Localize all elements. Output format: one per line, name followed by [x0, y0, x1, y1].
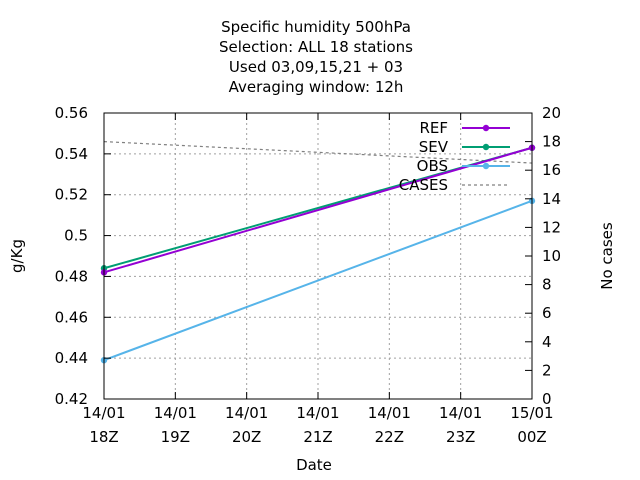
x-axis-label: Date	[296, 456, 332, 474]
legend-label-obs: OBS	[417, 157, 448, 175]
legend-label-sev: SEV	[419, 138, 449, 156]
x-tick-label: 21Z	[303, 428, 332, 446]
y2-tick-label: 10	[542, 247, 561, 265]
y-axis-label: g/Kg	[8, 239, 26, 273]
x-tick-label: 14/01	[82, 404, 125, 422]
y-axis: 0.42 0.44 0.46 0.48 0.5 0.52 0.54 0.56	[55, 104, 111, 408]
y-tick-label: 0.44	[55, 349, 88, 367]
grid	[104, 113, 532, 399]
y2-tick-label: 4	[542, 333, 552, 351]
y2-tick-label: 8	[542, 276, 552, 294]
y2-tick-label: 16	[542, 161, 561, 179]
x-tick-label: 14/01	[154, 404, 197, 422]
series-line-obs	[103, 199, 533, 362]
y-tick-label: 0.46	[55, 308, 88, 326]
x-tick-label: 14/01	[439, 404, 482, 422]
y-tick-label: 0.56	[55, 104, 88, 122]
y2-tick-label: 0	[542, 390, 552, 408]
legend-marker-sev	[482, 143, 490, 151]
y-tick-label: 0.42	[55, 390, 88, 408]
title-line: Selection: ALL 18 stations	[219, 38, 413, 56]
title-line: Specific humidity 500hPa	[221, 18, 411, 36]
x-axis: 14/01 18Z 14/01 19Z 14/01 20Z 14/01 21Z 14/01 22Z…	[82, 113, 554, 446]
y-tick-label: 0.54	[55, 145, 88, 163]
legend-marker-ref	[482, 124, 490, 132]
legend-label-ref: REF	[419, 119, 448, 137]
y2-tick-label: 6	[542, 304, 552, 322]
chart-title: Specific humidity 500hPa Selection: ALL 1…	[219, 18, 413, 96]
y2-tick-label: 18	[542, 133, 561, 151]
title-line: Used 03,09,15,21 + 03	[229, 58, 403, 76]
y2-axis-label: No cases	[598, 222, 616, 290]
y2-axis: 0 2 4 6 8 10 12 14 16 18 20	[525, 104, 561, 408]
plot-frame	[103, 112, 533, 400]
title-line: Averaging window: 12h	[229, 78, 404, 96]
x-tick-label: 14/01	[296, 404, 339, 422]
series-line-ref	[103, 146, 533, 274]
x-tick-label: 23Z	[446, 428, 475, 446]
x-tick-label: 00Z	[517, 428, 546, 446]
x-tick-label: 15/01	[510, 404, 553, 422]
y2-tick-label: 12	[542, 218, 561, 236]
legend-marker-obs	[482, 162, 490, 170]
x-tick-label: 22Z	[375, 428, 404, 446]
x-tick-label: 14/01	[368, 404, 411, 422]
x-tick-label: 18Z	[89, 428, 118, 446]
x-tick-label: 14/01	[225, 404, 268, 422]
x-tick-label: 19Z	[161, 428, 190, 446]
legend-label-cases: CASES	[399, 176, 448, 194]
y2-tick-label: 14	[542, 190, 561, 208]
x-tick-label: 20Z	[232, 428, 261, 446]
y-tick-label: 0.5	[64, 227, 88, 245]
y2-tick-label: 2	[542, 361, 552, 379]
y2-tick-label: 20	[542, 104, 561, 122]
y-tick-label: 0.48	[55, 267, 88, 285]
y-tick-label: 0.52	[55, 186, 88, 204]
